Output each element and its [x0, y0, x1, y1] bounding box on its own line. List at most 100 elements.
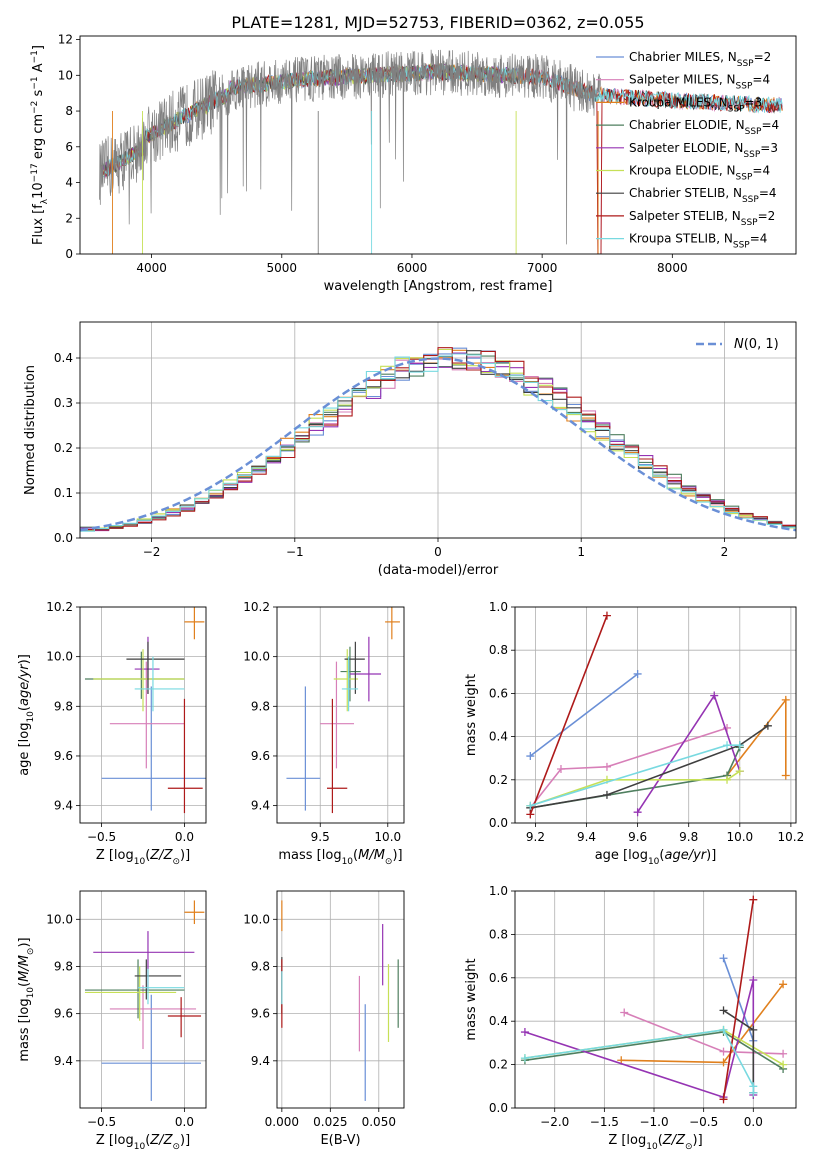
x-tick-label: −1.5: [590, 1115, 619, 1129]
y-tick-label: 0.4: [489, 1014, 508, 1028]
legend-label: Kroupa MILES, NSSP=3: [629, 95, 762, 114]
y-tick-label: 4: [65, 176, 73, 190]
weight-marker: [602, 762, 611, 771]
axes-frame: [79, 321, 797, 539]
y-axis-label: mass weight: [464, 958, 479, 1040]
weight-marker: [779, 980, 788, 989]
x-tick-label: 9.4: [577, 830, 596, 844]
x-tick-label: −0.5: [689, 1115, 718, 1129]
x-tick-label: 9.5: [311, 830, 330, 844]
y-tick-label: 9.6: [251, 749, 270, 763]
weight-marker: [719, 1095, 728, 1104]
gaussian-curve: [80, 357, 796, 532]
weight-marker: [735, 767, 744, 776]
x-tick-label: 9.8: [679, 830, 698, 844]
x-tick-label: 10.0: [726, 830, 753, 844]
weight-marker: [719, 954, 728, 963]
weight-marker: [781, 771, 790, 780]
y-tick-label: 9.6: [54, 1007, 73, 1021]
plot-area: [84, 607, 206, 814]
residual-histogram-panel: −2 −1 0 1 2 0.0 0.1 0.2 0.3 0.4 N(0, 1) (data-model…: [23, 321, 797, 578]
y-tick-label: 9.4: [251, 1054, 270, 1068]
x-tick-label: 0.0: [744, 1115, 763, 1129]
mass-vs-metallicity-panel: −0.5 0.0 9.4 9.6 9.8 10.0 Z [log10(Z/Z⊙)] mass …: [17, 890, 207, 1152]
weight-marker: [779, 1060, 788, 1069]
x-tick-label: 0.0: [175, 830, 194, 844]
weight-marker: [723, 775, 732, 784]
y-axis-label: Normed distribution: [23, 365, 38, 495]
weight-marker: [779, 1049, 788, 1058]
y-tick-label: 8: [65, 104, 73, 118]
weight-line: [529, 615, 608, 815]
y-tick-label: 0.2: [489, 773, 508, 787]
y-axis-label: age [log10(age/yr)]: [17, 654, 36, 776]
weight-marker: [719, 1006, 728, 1015]
y-tick-label: 10.2: [46, 600, 73, 614]
x-tick-label: 7000: [527, 261, 558, 275]
x-tick-label: −1.0: [639, 1115, 668, 1129]
x-axis-label: Z [log10(Z/Z⊙)]: [96, 848, 190, 867]
x-tick-label: −0.5: [87, 1115, 116, 1129]
y-tick-label: 0.3: [54, 396, 73, 410]
weight-line: [530, 770, 741, 807]
weight-vs-metallicity-panel: −2.0 −1.5 −1.0 −0.5 0.0 0.0 0.2 0.4 0.6 0.8 1.0 Z […: [464, 884, 797, 1152]
plot-area: [80, 347, 796, 532]
weight-marker: [556, 765, 565, 773]
y-tick-label: 0: [65, 247, 73, 261]
y-tick-label: 0.8: [489, 643, 508, 657]
weight-marker: [602, 611, 611, 620]
x-tick-label: −2: [143, 545, 161, 559]
spectrum-panel: 4000 5000 6000 7000 8000 0 2 4 6 8 10 12 Chabrier MI…: [30, 33, 797, 294]
x-axis-label: Z [log10(Z/Z⊙)]: [96, 1133, 190, 1152]
y-tick-label: 0.6: [489, 971, 508, 985]
x-tick-label: 4000: [136, 261, 167, 275]
legend-label: Salpeter STELIB, NSSP=2: [629, 209, 775, 228]
weight-marker: [735, 741, 744, 750]
x-tick-label: 6000: [397, 261, 428, 275]
weight-line: [530, 725, 769, 809]
legend-label: Chabrier MILES, NSSP=2: [629, 50, 771, 69]
weight-marker: [723, 723, 732, 732]
x-tick-label: 0.050: [362, 1115, 396, 1129]
weight-marker: [719, 1058, 728, 1067]
weight-marker: [723, 741, 732, 750]
x-tick-label: 9.2: [526, 830, 545, 844]
weight-marker: [526, 752, 535, 761]
x-axis-label: E(B-V): [320, 1133, 360, 1148]
weight-marker: [763, 721, 772, 730]
weight-marker: [633, 669, 642, 678]
y-tick-label: 9.4: [54, 1054, 73, 1068]
x-axis-label: (data-model)/error: [378, 563, 499, 578]
weight-marker: [710, 691, 719, 700]
y-tick-label: 0.8: [489, 927, 508, 941]
age-vs-metallicity-panel: −0.5 0.0 9.4 9.6 9.8 10.0 10.2 Z [log10(Z/Z⊙)] a…: [17, 600, 207, 867]
plot-area: [526, 611, 790, 819]
y-tick-label: 9.4: [54, 799, 73, 813]
weight-marker: [526, 810, 535, 819]
weight-vs-age-panel: 9.2 9.4 9.6 9.8 10.0 10.2 0.0 0.2 0.4 0.6 0.8 1.0 ag…: [464, 600, 804, 867]
x-tick-label: 2: [721, 545, 729, 559]
weight-marker: [719, 1047, 728, 1056]
y-tick-label: 0.1: [54, 486, 73, 500]
y-axis-label: mass [log10(M/M⊙)]: [17, 937, 36, 1061]
y-tick-label: 6: [65, 140, 73, 154]
y-tick-label: 9.8: [251, 699, 270, 713]
axes-frame: [514, 606, 797, 824]
x-tick-label: 9.6: [628, 830, 647, 844]
y-tick-label: 1.0: [489, 600, 508, 614]
age-vs-mass-panel: 9.5 10.0 9.4 9.6 9.8 10.0 10.2 mass [log10(M/M⊙…: [243, 600, 405, 867]
weight-marker: [520, 1054, 529, 1063]
y-tick-label: 0.0: [489, 816, 508, 830]
y-tick-label: 0.6: [489, 686, 508, 700]
y-tick-label: 10.0: [243, 912, 270, 926]
mass-vs-extinction-panel: 0.000 0.025 0.050 9.4 9.6 9.8 10.0 E(B-V): [243, 890, 405, 1148]
weight-line: [722, 899, 755, 1100]
y-tick-label: 0.2: [489, 1058, 508, 1072]
y-tick-label: 0.2: [54, 441, 73, 455]
observed-spectrum-line: [99, 49, 601, 245]
axes-frame: [79, 606, 207, 824]
y-tick-label: 9.8: [54, 699, 73, 713]
weight-marker: [526, 801, 535, 810]
axes-frame: [79, 35, 797, 255]
